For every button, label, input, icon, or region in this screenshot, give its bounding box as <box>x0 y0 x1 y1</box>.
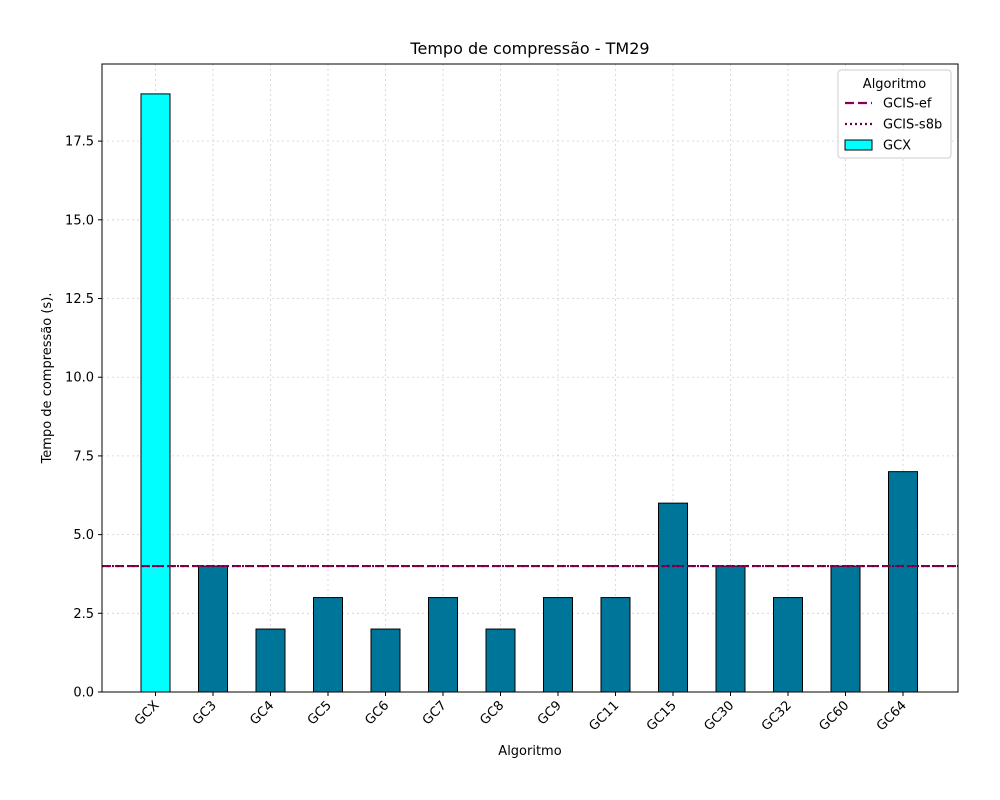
x-axis-label: Algoritmo <box>498 744 561 759</box>
x-tick-label: GC9 <box>535 698 565 728</box>
bar-gc4 <box>255 628 286 693</box>
chart-title: Tempo de compressão - TM29 <box>409 39 649 58</box>
y-tick-label: 0.0 <box>73 686 94 701</box>
legend-entry-label: GCIS-ef <box>883 97 932 112</box>
grid <box>102 64 958 693</box>
bar-gc3 <box>198 565 228 693</box>
x-tick-label: GC11 <box>586 698 622 734</box>
bar-gc64 <box>888 471 918 693</box>
bar-gc15 <box>658 502 688 693</box>
y-tick-label: 17.5 <box>65 135 94 150</box>
bar-gc9 <box>543 597 573 693</box>
x-tick-label: GCX <box>132 698 163 729</box>
x-tick-label: GC3 <box>190 698 220 728</box>
x-tick-label: GC5 <box>305 698 335 728</box>
bars <box>140 93 918 693</box>
bar-gc7 <box>428 597 458 693</box>
x-tick-label: GC32 <box>759 698 795 734</box>
bar-gc8 <box>485 628 516 693</box>
bar-gc30 <box>715 565 746 693</box>
bar-gcx <box>140 93 171 693</box>
legend: Algoritmo GCIS-ef GCIS-s8b GCX <box>837 69 952 159</box>
x-tick-label: GC8 <box>477 698 507 728</box>
bar-gc32 <box>773 597 803 693</box>
plot-frame <box>101 63 959 693</box>
legend-title: Algoritmo <box>863 77 926 92</box>
x-tick-label: GC30 <box>701 698 737 734</box>
legend-entry-label: GCX <box>883 139 911 154</box>
x-tick-label: GC64 <box>874 698 910 734</box>
y-tick-label: 15.0 <box>65 213 94 228</box>
y-tick-label: 7.5 <box>73 449 94 464</box>
bar-gc11 <box>600 597 631 693</box>
y-tick-label: 5.0 <box>73 528 94 543</box>
x-tick-label: GC15 <box>644 698 680 734</box>
legend-box <box>837 69 952 159</box>
x-tick-label: GC7 <box>420 698 450 728</box>
bar-gc60 <box>830 565 861 693</box>
legend-entry-label: GCIS-s8b <box>883 118 942 133</box>
y-axis-label: Tempo de compressão (s). <box>40 293 55 465</box>
legend-swatch <box>844 139 873 151</box>
y-tick-label: 12.5 <box>65 292 94 307</box>
y-tick-label: 10.0 <box>65 371 94 386</box>
bar-gc5 <box>313 597 343 693</box>
x-tick-label: GC6 <box>362 698 392 728</box>
y-tick-label: 2.5 <box>73 607 94 622</box>
x-tick-label: GC4 <box>247 698 277 728</box>
bar-gc6 <box>370 628 401 693</box>
x-tick-label: GC60 <box>816 698 852 734</box>
